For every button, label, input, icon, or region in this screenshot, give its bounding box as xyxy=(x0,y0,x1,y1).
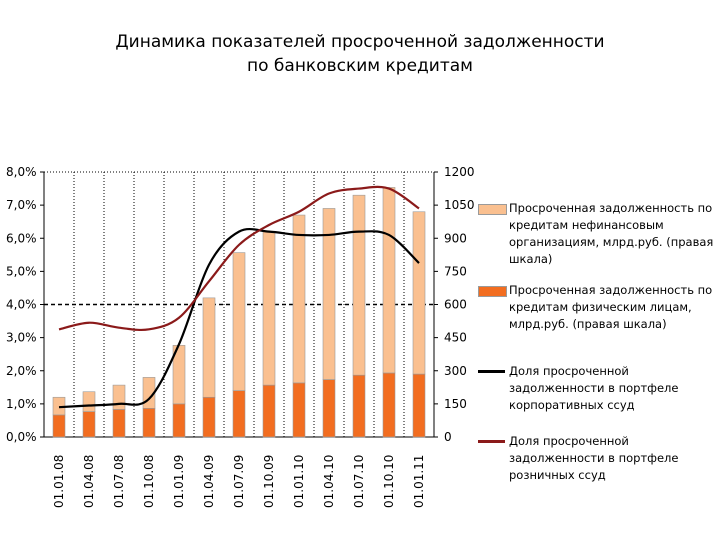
right-tick-label: 1200 xyxy=(444,165,475,179)
right-tick-label: 300 xyxy=(444,364,467,378)
bar-nonfinancial-orgs xyxy=(292,214,306,384)
x-category-label: 01.07.08 xyxy=(112,455,126,508)
bar-nonfinancial-orgs xyxy=(82,391,96,412)
left-tick-label: 2,0% xyxy=(6,364,37,378)
x-category-label: 01.07.10 xyxy=(352,455,366,508)
bar-physical-persons xyxy=(382,372,396,438)
chart-title-line-1: Динамика показателей просроченной задолж… xyxy=(115,32,605,52)
legend-swatch-line xyxy=(478,370,505,373)
bar-physical-persons xyxy=(322,379,336,438)
x-category-label: 01.04.10 xyxy=(322,455,336,508)
bar-physical-persons xyxy=(262,384,276,438)
x-category-label: 01.04.08 xyxy=(82,455,96,508)
bar-physical-persons xyxy=(352,374,366,438)
x-category-label: 01.10.09 xyxy=(262,455,276,508)
left-tick-label: 5,0% xyxy=(6,264,37,278)
left-tick-label: 8,0% xyxy=(6,165,37,179)
x-category-label: 01.04.09 xyxy=(202,455,216,508)
bar-physical-persons xyxy=(232,390,246,438)
legend-label: Доля просроченной задолженности в портфе… xyxy=(509,364,679,412)
line-corporate-share xyxy=(58,227,420,409)
bar-nonfinancial-orgs xyxy=(232,252,246,391)
left-tick-label: 4,0% xyxy=(6,298,37,312)
left-tick-label: 1,0% xyxy=(6,397,37,411)
bar-physical-persons xyxy=(52,414,66,438)
bar-nonfinancial-orgs xyxy=(352,194,366,376)
x-category-label: 01.10.10 xyxy=(382,455,396,508)
bar-physical-persons xyxy=(142,407,156,438)
left-tick-label: 6,0% xyxy=(6,231,37,245)
right-tick-label: 1050 xyxy=(444,198,475,212)
bar-physical-persons xyxy=(172,403,186,438)
legend-swatch-line xyxy=(478,440,505,443)
bar-nonfinancial-orgs xyxy=(262,231,276,386)
bar-nonfinancial-orgs xyxy=(322,208,336,380)
legend-label: Просроченная задолженность по кредитам н… xyxy=(509,201,714,266)
x-category-label: 01.10.08 xyxy=(142,455,156,508)
x-category-label: 01.01.11 xyxy=(412,455,426,508)
bar-nonfinancial-orgs xyxy=(202,297,216,398)
legend-swatch-bar xyxy=(478,286,507,297)
right-tick-label: 600 xyxy=(444,298,467,312)
bar-nonfinancial-orgs xyxy=(412,211,426,375)
right-tick-label: 750 xyxy=(444,264,467,278)
legend-swatch-bar xyxy=(478,204,507,215)
bar-physical-persons xyxy=(112,409,126,438)
x-category-label: 01.07.09 xyxy=(232,455,246,508)
x-category-label: 01.01.10 xyxy=(292,455,306,508)
bar-nonfinancial-orgs xyxy=(112,384,126,410)
line-retail-share xyxy=(58,185,420,332)
right-tick-label: 900 xyxy=(444,231,467,245)
x-category-label: 01.01.08 xyxy=(52,455,66,508)
right-tick-label: 0 xyxy=(444,430,452,444)
legend-label: Доля просроченной задолженности в портфе… xyxy=(509,434,679,482)
legend-label: Просроченная задолженность по кредитам ф… xyxy=(509,283,713,331)
left-tick-label: 7,0% xyxy=(6,198,37,212)
chart-title-line-2: по банковским кредитам xyxy=(247,56,473,76)
x-category-label: 01.01.09 xyxy=(172,455,186,508)
left-tick-label: 0,0% xyxy=(6,430,37,444)
bar-physical-persons xyxy=(292,382,306,438)
right-tick-label: 150 xyxy=(444,397,467,411)
left-tick-label: 3,0% xyxy=(6,331,37,345)
right-tick-label: 450 xyxy=(444,331,467,345)
bar-nonfinancial-orgs xyxy=(382,187,396,374)
bar-physical-persons xyxy=(202,396,216,438)
chart-title: Динамика показателей просроченной задолж… xyxy=(0,30,720,78)
bar-physical-persons xyxy=(412,373,426,438)
bar-physical-persons xyxy=(82,411,96,438)
